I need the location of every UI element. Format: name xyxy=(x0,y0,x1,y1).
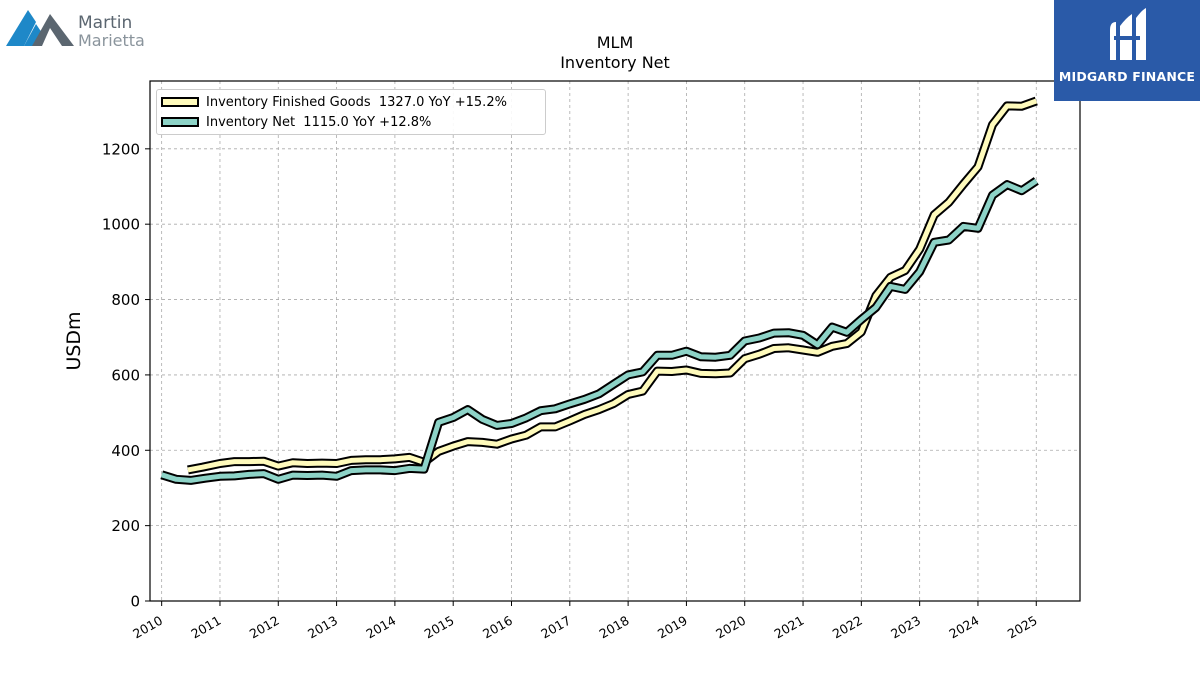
midgard-finance-logo: MIDGARD FINANCE xyxy=(1054,0,1200,101)
midgard-logo-icon xyxy=(1110,8,1146,60)
series-layer xyxy=(160,96,1039,485)
chart-subtitle: Inventory Net xyxy=(560,53,670,72)
legend: Inventory Finished Goods 1327.0 YoY +15.… xyxy=(156,89,546,135)
legend-item-inventory-net: Inventory Net 1115.0 YoY +12.8% xyxy=(161,113,431,131)
logo-text-martin: Martin xyxy=(78,13,133,33)
y-tick-label: 1200 xyxy=(102,140,140,158)
martin-marietta-logo: Martin Marietta xyxy=(6,6,156,50)
legend-label-inventory-net: Inventory Net 1115.0 YoY +12.8% xyxy=(206,114,432,130)
midgard-logo-text: MIDGARD FINANCE xyxy=(1058,69,1196,84)
y-tick-label: 1000 xyxy=(102,216,140,234)
y-tick-label: 200 xyxy=(111,517,140,535)
grid xyxy=(150,81,1080,602)
legend-item-finished-goods: Inventory Finished Goods 1327.0 YoY +15.… xyxy=(161,93,507,111)
x-axis-ticks: 2010 2011 2012 2013 2014 2015 2016 2017 2018 2019… xyxy=(130,601,1040,642)
mountain-logo-icon xyxy=(6,10,74,46)
y-axis-ticks: 0 200 400 600 800 1000 1200 xyxy=(102,140,150,611)
plot-frame xyxy=(149,80,1081,602)
series-line-1 xyxy=(160,178,1038,483)
y-tick-label: 600 xyxy=(111,366,140,384)
series-line-outline-1 xyxy=(160,177,1039,485)
x-tick-label: 2023 xyxy=(888,613,923,642)
y-axis-label: USDm xyxy=(63,311,85,370)
x-tick-label: 2020 xyxy=(713,613,748,642)
logo-text-marietta: Marietta xyxy=(78,31,145,50)
y-tick-label: 400 xyxy=(111,442,140,460)
x-tick-label: 2013 xyxy=(305,613,340,642)
x-tick-label: 2024 xyxy=(946,613,981,642)
legend-swatch-finished-goods xyxy=(161,97,199,107)
y-tick-label: 800 xyxy=(111,291,140,309)
y-tick-label: 0 xyxy=(130,593,140,611)
series-line-0 xyxy=(187,98,1038,473)
x-tick-label: 2012 xyxy=(247,613,282,642)
x-tick-label: 2017 xyxy=(538,613,573,642)
x-tick-label: 2018 xyxy=(597,613,632,642)
x-tick-label: 2022 xyxy=(830,613,865,642)
x-tick-label: 2021 xyxy=(771,613,806,642)
x-tick-label: 2025 xyxy=(1005,613,1040,642)
chart-title: MLM xyxy=(597,33,634,52)
x-tick-label: 2014 xyxy=(363,613,398,642)
x-tick-label: 2010 xyxy=(130,613,165,642)
legend-label-finished-goods: Inventory Finished Goods 1327.0 YoY +15.… xyxy=(206,94,507,110)
legend-swatch-inventory-net xyxy=(161,117,199,127)
x-tick-label: 2019 xyxy=(655,613,690,642)
x-tick-label: 2015 xyxy=(422,613,457,642)
x-tick-label: 2016 xyxy=(480,613,515,642)
x-tick-label: 2011 xyxy=(188,613,223,642)
